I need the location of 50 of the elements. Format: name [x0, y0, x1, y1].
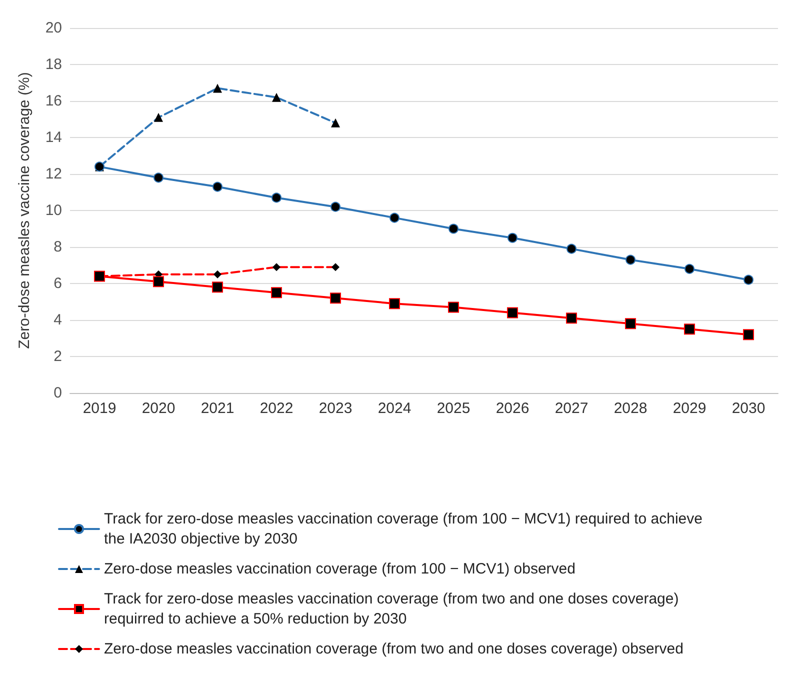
- legend-label: Track for zero-dose measles vaccination coverage (from two and one doses coverage) requirred to achieve a 50% reduction by 2030: [104, 590, 683, 628]
- point: [744, 274, 754, 285]
- point: [625, 318, 636, 330]
- x-tick-label: 2026: [496, 400, 530, 417]
- point: [154, 172, 164, 183]
- x-tick-label: 2020: [142, 400, 176, 417]
- legend-label: Zero-dose measles vaccination coverage (from two and one doses coverage) observed: [104, 640, 684, 658]
- point: [390, 212, 400, 223]
- y-tick-label: 10: [45, 202, 62, 219]
- y-tick-label: 0: [54, 384, 62, 402]
- y-axis-title: Zero-dose measles vaccine coverage (%): [16, 72, 33, 349]
- y-tick-label: 6: [54, 275, 62, 292]
- y-tick-label: 18: [45, 56, 62, 73]
- y-tick-label: 14: [45, 129, 62, 146]
- point: [212, 182, 222, 192]
- point: [508, 232, 518, 243]
- x-tick-label: 2028: [614, 400, 648, 417]
- x-tick-label: 2030: [732, 400, 766, 417]
- y-tick-label: 16: [45, 92, 62, 110]
- point: [272, 192, 282, 203]
- point: [330, 292, 341, 304]
- point: [684, 264, 694, 274]
- x-tick-label: 2029: [672, 400, 706, 417]
- y-tick-label: 12: [45, 166, 62, 182]
- point: [626, 254, 636, 265]
- point: [684, 324, 695, 335]
- point: [153, 276, 164, 288]
- point: [330, 202, 340, 212]
- point: [507, 307, 518, 318]
- x-tick-label: 2019: [82, 400, 116, 417]
- point: [743, 329, 754, 340]
- point: [566, 312, 577, 324]
- y-tick-label: 20: [45, 20, 62, 36]
- point: [566, 244, 576, 254]
- point: [389, 298, 400, 310]
- y-tick-label: 8: [54, 238, 62, 256]
- x-tick-label: 2022: [260, 400, 294, 417]
- point: [448, 302, 459, 313]
- x-tick-label: 2027: [554, 400, 588, 417]
- point: [271, 287, 282, 298]
- x-tick-label: 2025: [436, 400, 470, 417]
- point: [448, 224, 458, 234]
- y-tick-label: 4: [54, 312, 62, 328]
- x-tick-label: 2023: [318, 400, 352, 417]
- x-tick-label: 2021: [200, 400, 234, 417]
- y-tick-label: 2: [54, 348, 62, 365]
- point: [212, 282, 223, 293]
- legend-label: Track for zero-dose measles vaccination coverage (from 100 − MCV1) required to achieve the IA2030 objective by 2030: [104, 510, 707, 548]
- x-tick-label: 2024: [378, 400, 412, 417]
- legend-label: Zero-dose measles vaccination coverage (from 100 − MCV1) observed: [104, 560, 576, 578]
